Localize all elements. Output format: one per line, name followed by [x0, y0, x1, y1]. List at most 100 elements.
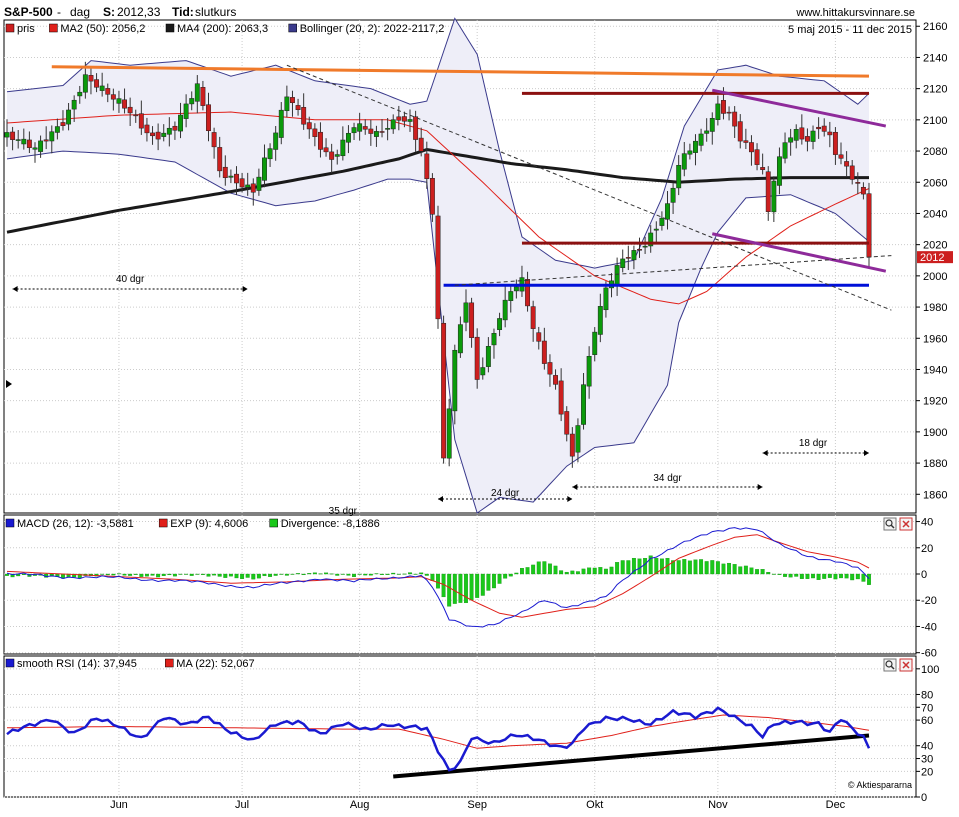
macd-histogram-bar [251, 573, 256, 580]
candle-body [206, 104, 211, 132]
macd-histogram-bar [710, 560, 715, 575]
rsi-legend-label: smooth RSI (14): 37,945 [17, 658, 137, 670]
candle-body [329, 151, 335, 160]
candle-body [133, 114, 139, 117]
macd-histogram-bar [374, 573, 379, 575]
candle-body [659, 217, 665, 226]
macd-histogram-bar [284, 573, 289, 576]
macd-histogram-bar [626, 560, 631, 575]
macd-histogram-bar [615, 562, 620, 575]
candle-body [284, 96, 290, 112]
macd-histogram-bar [116, 573, 121, 575]
macd-histogram-bar [206, 573, 211, 577]
candle-body [245, 184, 251, 188]
candle-body [362, 126, 368, 130]
macd-histogram-bar [637, 558, 642, 575]
close-icon-cross-b[interactable] [902, 520, 910, 528]
candle-body [760, 167, 766, 170]
macd-histogram-bar [279, 573, 284, 575]
macd-histogram-bar [676, 560, 681, 575]
macd-histogram-bar [340, 573, 345, 575]
arrow-24-days-arrowhead-right [567, 496, 573, 502]
macd-legend-swatch [158, 518, 168, 528]
zoom-icon-handle[interactable] [890, 665, 895, 670]
arrow-34-days-label: 34 dgr [653, 473, 682, 484]
macd-histogram-bar [570, 570, 575, 575]
candle-body [94, 79, 100, 88]
zoom-icon[interactable] [883, 658, 897, 672]
day-count-arrows: 40 dgr 35 dgr 24 dgr 34 dgr 18 dgr 2012 [12, 251, 953, 517]
candle-body [228, 175, 234, 178]
macd-histogram-bar [822, 573, 827, 579]
close-icon-cross-b[interactable] [902, 661, 910, 669]
candle-body [749, 142, 754, 153]
candle-body [721, 100, 726, 114]
candle-body [491, 333, 497, 346]
macd-histogram-bar [368, 573, 373, 576]
macd-histogram-bar [424, 573, 429, 576]
macd-histogram-bar [542, 561, 547, 575]
macd-legend-swatch [5, 518, 15, 528]
price-pane-frame [3, 19, 917, 514]
macd-histogram-bar [240, 573, 245, 579]
zoom-icon-lens[interactable] [885, 660, 893, 668]
candle-body [323, 147, 329, 153]
macd-histogram-bar [850, 573, 855, 581]
close-icon[interactable] [899, 517, 913, 531]
macd-histogram-bar [262, 573, 267, 577]
x-tick-label: Jun [110, 799, 128, 811]
macd-histogram-bar [727, 562, 732, 575]
candle-body [144, 124, 150, 134]
y-tick-label: 2040 [923, 208, 947, 220]
candle-body [821, 125, 827, 132]
candle-body [693, 140, 698, 153]
zoom-icon-handle[interactable] [890, 524, 895, 529]
y-tick-label: 2000 [923, 271, 947, 283]
y-tick-label: 1960 [923, 333, 947, 345]
y-tick-label: 1900 [923, 427, 947, 439]
macd-histogram-bar [794, 573, 799, 577]
macd-histogram-bar [363, 573, 368, 576]
zoom-icon-lens[interactable] [885, 519, 893, 527]
macd-histogram-bar [217, 573, 222, 577]
y-tick-label: 0 [921, 792, 927, 804]
candle-body [267, 148, 273, 160]
y-tick-label: 20 [921, 766, 933, 778]
candle-body [603, 287, 609, 311]
candle-body [754, 149, 760, 165]
candle-body [71, 99, 77, 110]
macd-histogram-bar [839, 573, 843, 579]
zoom-icon[interactable] [883, 517, 897, 531]
x-tick-label: Okt [586, 799, 603, 811]
macd-histogram-bar [464, 573, 468, 604]
macd-histogram-bar [687, 560, 692, 575]
candle-body [15, 139, 21, 141]
candle-body [407, 119, 413, 122]
last-price-tag: 2012 [917, 251, 953, 264]
price-legend-swatch [5, 23, 15, 33]
candle-body [379, 131, 385, 133]
macd-histogram-bar [721, 563, 726, 575]
price-legend-swatch [49, 23, 58, 33]
candle-body [273, 132, 279, 150]
candle-body [105, 88, 111, 95]
candle-body [541, 340, 547, 364]
macd-histogram-bar [391, 572, 396, 575]
y-tick-label: 2140 [923, 52, 947, 64]
candle-body [194, 83, 200, 102]
candle-body [665, 203, 670, 220]
close-icon[interactable] [899, 658, 913, 672]
y-tick-label: 1920 [923, 396, 947, 408]
channel-lower-purple [711, 232, 887, 273]
macd-histogram-bar [508, 573, 513, 577]
candle-body [396, 116, 402, 121]
macd-histogram-bar [324, 572, 329, 575]
header-separator: - [57, 5, 61, 19]
macd-histogram-bar [100, 573, 105, 575]
y-tick-label: -60 [921, 648, 937, 660]
macd-histogram-bar [553, 565, 558, 575]
candle-body [508, 291, 514, 301]
macd-histogram-bar [547, 563, 552, 575]
macd-histogram-bar [475, 573, 480, 598]
candle-body [670, 187, 676, 203]
